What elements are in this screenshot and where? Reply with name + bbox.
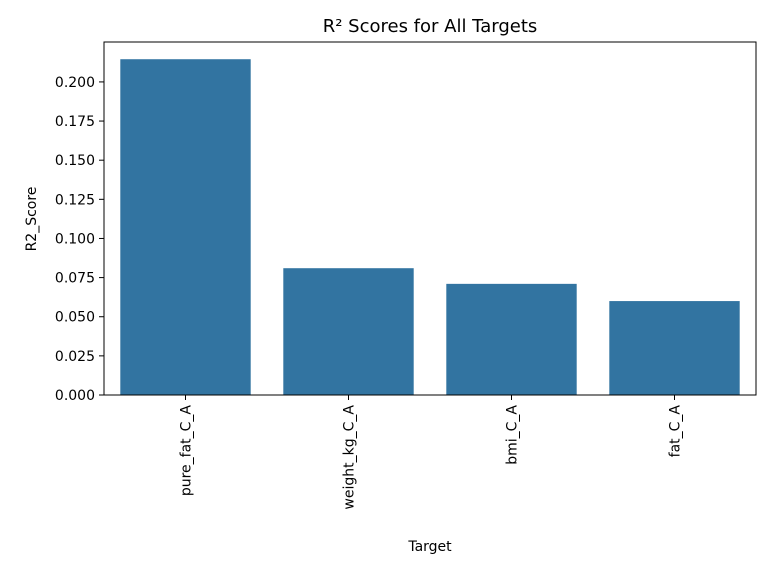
bar-pure_fat_C_A — [120, 59, 251, 395]
bar-fat_C_A — [609, 301, 740, 395]
x-tick-label: bmi_C_A — [505, 405, 521, 465]
y-tick-label: 0.025 — [55, 349, 95, 365]
y-axis-title: R2_Score — [24, 187, 40, 252]
x-tick-label: pure_fat_C_A — [179, 405, 195, 497]
x-tick-label: fat_C_A — [668, 405, 684, 458]
y-tick-label: 0.200 — [55, 75, 95, 91]
y-tick-label: 0.100 — [55, 231, 95, 247]
bar-bmi_C_A — [446, 283, 577, 395]
y-tick-label: 0.050 — [55, 310, 95, 326]
bar-weight_kg_C_A — [283, 268, 414, 395]
x-axis-title: Target — [407, 539, 452, 555]
plot-frame — [103, 41, 757, 396]
y-tick-label: 0.075 — [55, 271, 95, 287]
y-tick-label: 0.150 — [55, 153, 95, 169]
bars-group — [120, 59, 740, 395]
y-tick-label: 0.000 — [55, 388, 95, 404]
x-axis: pure_fat_C_A weight_kg_C_A bmi_C_A fat_C_A — [179, 395, 684, 510]
chart-title: R² Scores for All Targets — [323, 16, 538, 37]
x-tick-label: weight_kg_C_A — [342, 405, 358, 510]
y-tick-label: 0.125 — [55, 192, 95, 208]
y-axis: 0.000 0.025 0.050 0.075 0.100 0.125 0.150 0.175… — [55, 75, 104, 404]
y-tick-label: 0.175 — [55, 114, 95, 130]
